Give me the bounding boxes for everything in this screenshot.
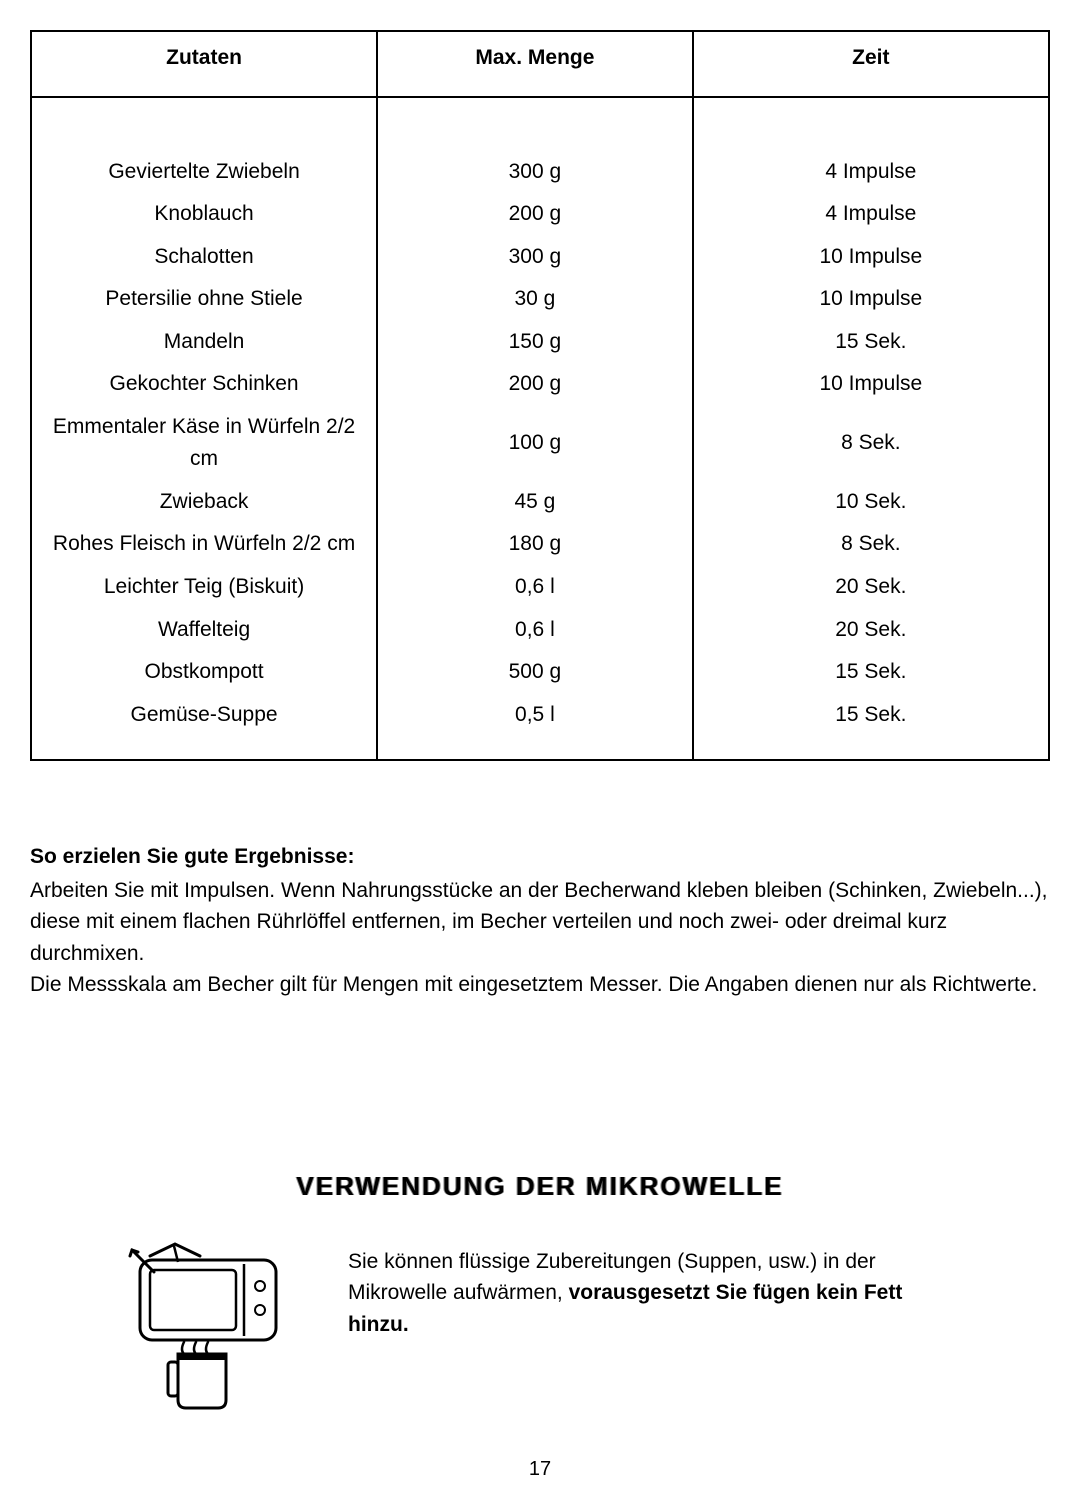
table-row: Emmentaler Käse in Würfeln 2/2 cm100 g8 …	[31, 406, 1049, 481]
table-row: Schalotten300 g10 Impulse	[31, 236, 1049, 279]
cell-ingredient: Rohes Fleisch in Würfeln 2/2 cm	[31, 523, 377, 566]
cell-amount: 300 g	[377, 151, 693, 194]
cell-time: 4 Impulse	[693, 151, 1049, 194]
microwave-section-title: VERWENDUNG DER MIKROWELLE	[30, 1171, 1050, 1202]
cell-ingredient: Waffelteig	[31, 609, 377, 652]
table-row: Waffelteig0,6 l20 Sek.	[31, 609, 1049, 652]
cell-time: 20 Sek.	[693, 609, 1049, 652]
cell-time: 8 Sek.	[693, 523, 1049, 566]
cell-amount: 30 g	[377, 278, 693, 321]
cell-time: 10 Impulse	[693, 236, 1049, 279]
table-row: Petersilie ohne Stiele30 g10 Impulse	[31, 278, 1049, 321]
cell-amount: 200 g	[377, 193, 693, 236]
cell-ingredient: Knoblauch	[31, 193, 377, 236]
table-spacer-row	[31, 97, 1049, 151]
cell-ingredient: Mandeln	[31, 321, 377, 364]
cell-amount: 500 g	[377, 651, 693, 694]
ingredients-table: Zutaten Max. Menge Zeit Geviertelte Zwie…	[30, 30, 1050, 761]
cell-ingredient: Geviertelte Zwiebeln	[31, 151, 377, 194]
cell-time: 20 Sek.	[693, 566, 1049, 609]
table-row: Obstkompott500 g15 Sek.	[31, 651, 1049, 694]
cell-amount: 180 g	[377, 523, 693, 566]
cell-amount: 200 g	[377, 363, 693, 406]
cell-ingredient: Zwieback	[31, 481, 377, 524]
cell-ingredient: Obstkompott	[31, 651, 377, 694]
microwave-row: Sie können flüssige Zubereitungen (Suppe…	[30, 1242, 1050, 1417]
cell-ingredient: Leichter Teig (Biskuit)	[31, 566, 377, 609]
microwave-icon	[120, 1242, 300, 1417]
cell-time: 15 Sek.	[693, 651, 1049, 694]
cell-amount: 0,6 l	[377, 566, 693, 609]
cell-time: 8 Sek.	[693, 406, 1049, 481]
microwave-text: Sie können flüssige Zubereitungen (Suppe…	[348, 1242, 908, 1341]
cell-ingredient: Schalotten	[31, 236, 377, 279]
table-row: Gemüse-Suppe0,5 l15 Sek.	[31, 694, 1049, 761]
cell-ingredient: Gekochter Schinken	[31, 363, 377, 406]
table-row: Knoblauch200 g4 Impulse	[31, 193, 1049, 236]
tips-heading: So erzielen Sie gute Ergebnisse:	[30, 841, 1050, 873]
tips-paragraph-2: Die Messskala am Becher gilt für Mengen …	[30, 969, 1050, 1001]
cell-ingredient: Emmentaler Käse in Würfeln 2/2 cm	[31, 406, 377, 481]
cell-amount: 150 g	[377, 321, 693, 364]
header-ingredient: Zutaten	[31, 31, 377, 97]
table-row: Gekochter Schinken200 g10 Impulse	[31, 363, 1049, 406]
page-number: 17	[0, 1458, 1080, 1481]
cell-time: 10 Impulse	[693, 363, 1049, 406]
cell-time: 4 Impulse	[693, 193, 1049, 236]
table-row: Leichter Teig (Biskuit)0,6 l20 Sek.	[31, 566, 1049, 609]
cell-time: 15 Sek.	[693, 321, 1049, 364]
table-row: Zwieback45 g10 Sek.	[31, 481, 1049, 524]
cell-amount: 300 g	[377, 236, 693, 279]
cell-amount: 100 g	[377, 406, 693, 481]
cell-amount: 0,5 l	[377, 694, 693, 761]
table-row: Geviertelte Zwiebeln300 g4 Impulse	[31, 151, 1049, 194]
cell-amount: 0,6 l	[377, 609, 693, 652]
page-container: Zutaten Max. Menge Zeit Geviertelte Zwie…	[0, 0, 1080, 1511]
table-row: Mandeln150 g15 Sek.	[31, 321, 1049, 364]
tips-section: So erzielen Sie gute Ergebnisse: Arbeite…	[30, 841, 1050, 1001]
cell-ingredient: Gemüse-Suppe	[31, 694, 377, 761]
cell-ingredient: Petersilie ohne Stiele	[31, 278, 377, 321]
cell-amount: 45 g	[377, 481, 693, 524]
table-header-row: Zutaten Max. Menge Zeit	[31, 31, 1049, 97]
cell-time: 10 Sek.	[693, 481, 1049, 524]
cell-time: 10 Impulse	[693, 278, 1049, 321]
cell-time: 15 Sek.	[693, 694, 1049, 761]
tips-paragraph-1: Arbeiten Sie mit Impulsen. Wenn Nahrungs…	[30, 875, 1050, 970]
header-time: Zeit	[693, 31, 1049, 97]
header-amount: Max. Menge	[377, 31, 693, 97]
table-row: Rohes Fleisch in Würfeln 2/2 cm180 g8 Se…	[31, 523, 1049, 566]
